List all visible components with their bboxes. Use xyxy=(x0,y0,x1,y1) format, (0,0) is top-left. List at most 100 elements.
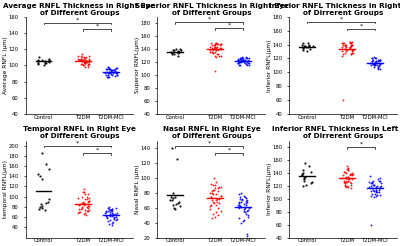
Point xyxy=(213,48,220,52)
Point xyxy=(242,56,249,60)
Point xyxy=(241,207,248,211)
Point xyxy=(213,203,219,207)
Point xyxy=(239,59,246,63)
Point xyxy=(374,67,381,71)
Point xyxy=(373,194,379,198)
Point xyxy=(106,214,113,218)
Point xyxy=(241,209,248,213)
Point xyxy=(170,203,176,207)
Point xyxy=(371,62,378,66)
Point xyxy=(79,205,86,209)
Point xyxy=(372,60,378,64)
Point xyxy=(208,195,214,199)
Point xyxy=(373,189,379,193)
Point xyxy=(370,59,376,62)
Point xyxy=(369,180,376,184)
Point xyxy=(112,212,118,216)
Point xyxy=(80,190,87,194)
Point xyxy=(104,219,111,223)
Point xyxy=(342,51,348,55)
Point xyxy=(345,179,351,183)
Point xyxy=(213,192,220,196)
Point xyxy=(213,55,220,59)
Point xyxy=(344,167,350,171)
Point xyxy=(243,201,249,205)
Point xyxy=(237,59,244,63)
Y-axis label: Nasal RNFL (μm): Nasal RNFL (μm) xyxy=(135,164,140,214)
Point xyxy=(339,47,346,51)
Point xyxy=(78,206,85,210)
Point xyxy=(173,157,180,161)
Point xyxy=(347,40,353,44)
Point xyxy=(342,183,348,186)
Point xyxy=(246,63,252,67)
Point xyxy=(342,184,348,188)
Point xyxy=(372,62,379,66)
Point xyxy=(338,49,345,53)
Point xyxy=(344,48,350,52)
Point xyxy=(39,206,45,210)
Point xyxy=(84,197,91,201)
Point xyxy=(215,54,222,58)
Point xyxy=(349,177,355,181)
Y-axis label: temporal RNFL(μm): temporal RNFL(μm) xyxy=(3,160,8,218)
Point xyxy=(105,209,111,213)
Point xyxy=(346,177,352,181)
Point xyxy=(218,185,224,189)
Point xyxy=(41,62,47,66)
Point xyxy=(210,183,216,187)
Point xyxy=(79,195,85,199)
Point xyxy=(109,210,116,214)
Point xyxy=(244,234,250,238)
Point xyxy=(216,201,222,205)
Point xyxy=(178,48,184,52)
Point xyxy=(368,194,374,198)
Point xyxy=(244,209,251,213)
Point xyxy=(339,54,345,58)
Point xyxy=(241,202,247,206)
Point xyxy=(348,172,354,176)
Point xyxy=(218,54,224,58)
Point xyxy=(80,212,87,216)
Point xyxy=(238,60,244,64)
Title: Nasal RNFL in Right Eye
of Different Groups: Nasal RNFL in Right Eye of Different Gro… xyxy=(162,126,260,139)
Point xyxy=(246,62,252,65)
Point xyxy=(78,57,84,61)
Point xyxy=(375,65,382,69)
Point xyxy=(80,57,87,61)
Point xyxy=(341,181,348,185)
Point xyxy=(374,190,380,194)
Point xyxy=(238,58,244,62)
Point xyxy=(46,60,52,64)
Point xyxy=(242,210,248,214)
Point xyxy=(81,60,87,64)
Point xyxy=(300,171,306,175)
Point xyxy=(376,58,382,62)
Point xyxy=(339,98,346,102)
Point xyxy=(301,176,307,180)
Point xyxy=(34,59,41,63)
Point xyxy=(244,200,250,204)
Point xyxy=(112,69,118,73)
Point xyxy=(210,212,217,216)
Point xyxy=(377,176,384,180)
Point xyxy=(86,57,92,61)
Point xyxy=(215,186,221,190)
Point xyxy=(35,59,41,63)
Point xyxy=(80,59,86,62)
Point xyxy=(302,175,308,179)
Point xyxy=(239,55,245,59)
Point xyxy=(375,59,381,63)
Point xyxy=(214,197,220,201)
Point xyxy=(217,46,223,50)
Point xyxy=(106,67,112,71)
Point xyxy=(82,61,89,65)
Point xyxy=(239,57,245,61)
Point xyxy=(368,223,374,227)
Point xyxy=(107,210,113,214)
Point xyxy=(210,188,216,192)
Point xyxy=(108,208,114,212)
Point xyxy=(346,47,352,51)
Point xyxy=(242,61,248,65)
Point xyxy=(166,198,173,202)
